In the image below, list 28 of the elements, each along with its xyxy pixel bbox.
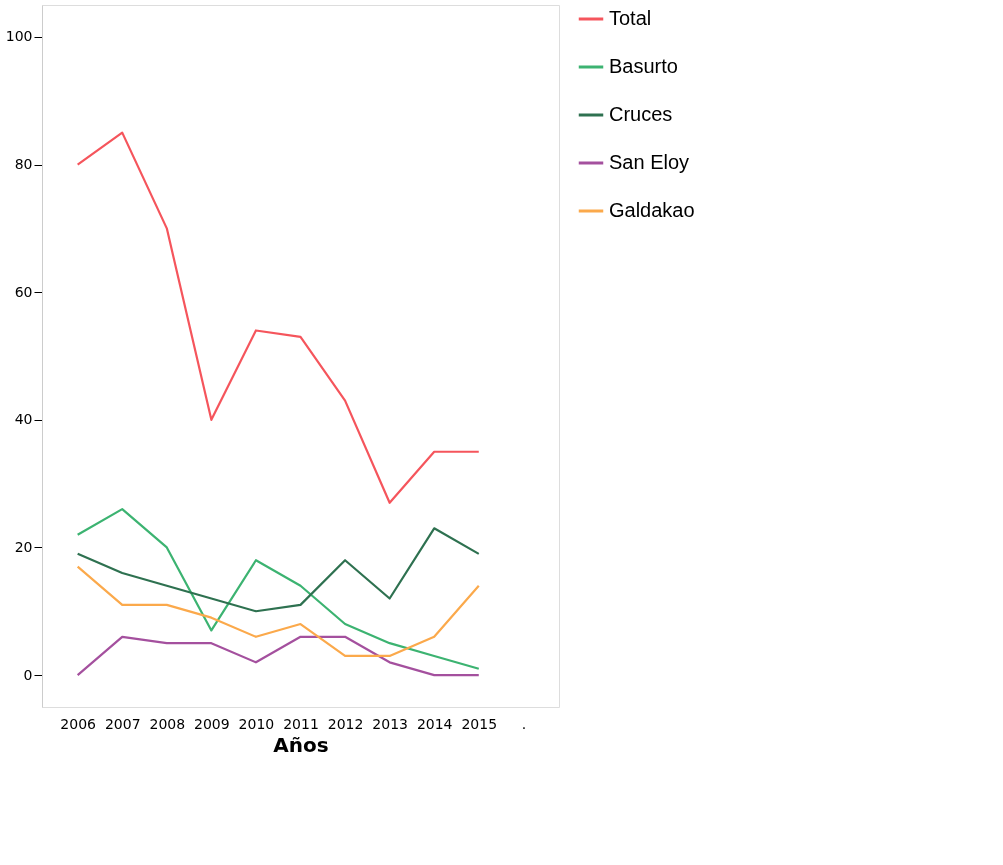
y-tick-label: 0 bbox=[23, 666, 33, 683]
x-tick-label: 2009 bbox=[194, 715, 230, 732]
x-axis-title: Años bbox=[273, 732, 329, 757]
y-tick-label: 80 bbox=[14, 156, 33, 173]
y-tick-label: 100 bbox=[5, 28, 33, 45]
legend-label: Basurto bbox=[609, 55, 678, 77]
x-tick-label: 2015 bbox=[461, 715, 498, 732]
line-series bbox=[76, 635, 480, 677]
line-series bbox=[76, 565, 480, 658]
x-tick-label: 2006 bbox=[60, 715, 97, 732]
y-tick-label: 40 bbox=[14, 411, 33, 428]
line-series bbox=[76, 131, 480, 504]
legend-label: Galdakao bbox=[609, 199, 695, 221]
x-tick-label: 2008 bbox=[149, 715, 186, 732]
x-tick-label: 2013 bbox=[372, 715, 408, 732]
x-tick-label: 2012 bbox=[327, 715, 364, 732]
x-tick-label: 2010 bbox=[238, 715, 275, 732]
y-tick-label: 20 bbox=[14, 538, 33, 555]
legend-label: San Eloy bbox=[609, 151, 690, 173]
legend-label: Cruces bbox=[609, 103, 673, 125]
line-series bbox=[76, 508, 480, 670]
x-tick-label: . bbox=[521, 715, 527, 732]
x-tick-label: 2007 bbox=[104, 715, 141, 732]
y-tick-label: 60 bbox=[14, 283, 33, 300]
legend-label: Total bbox=[609, 7, 652, 29]
x-tick-label: 2014 bbox=[416, 715, 453, 732]
line-series bbox=[76, 527, 480, 613]
x-tick-label: 2011 bbox=[283, 715, 319, 732]
